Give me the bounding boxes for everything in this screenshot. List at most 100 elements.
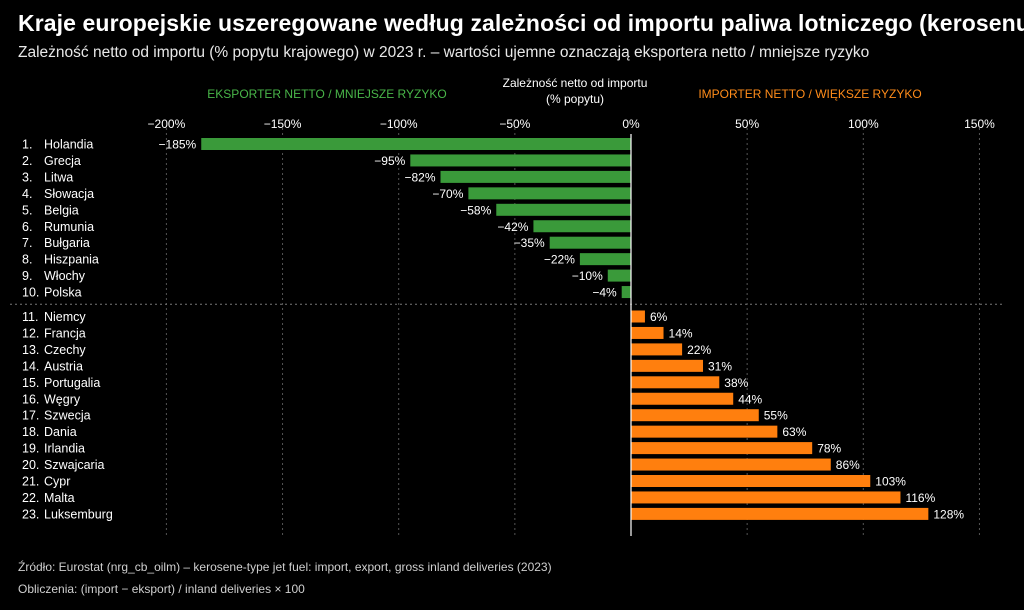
category-rank: 20. [22, 458, 39, 472]
category-label: Hiszpania [44, 253, 99, 267]
bar [631, 359, 704, 372]
value-label: 22% [687, 343, 711, 357]
category-label: Portugalia [44, 376, 100, 390]
category-rank: 9. [22, 269, 32, 283]
calculation-note: Obliczenia: (import − eksport) / inland … [18, 582, 305, 596]
category-rank: 10. [22, 286, 39, 300]
value-label: −58% [460, 203, 491, 217]
bar [631, 409, 759, 422]
category-label: Luksemburg [44, 507, 113, 521]
x-tick-label: 100% [848, 117, 879, 131]
category-label: Malta [44, 491, 75, 505]
category-rank: 7. [22, 236, 32, 250]
importer-annotation: IMPORTER NETTO / WIĘKSZE RYZYKO [698, 87, 921, 101]
bar [631, 376, 720, 389]
value-label: 31% [708, 359, 732, 373]
bar [631, 475, 871, 487]
bar [631, 343, 683, 356]
category-rank: 3. [22, 170, 32, 184]
value-label: 103% [875, 475, 906, 489]
value-label: −10% [572, 269, 603, 283]
category-label: Włochy [44, 269, 86, 283]
x-tick-label: 0% [622, 117, 640, 131]
value-label: 38% [724, 376, 748, 390]
value-label: −35% [514, 236, 545, 250]
category-label: Holandia [44, 138, 93, 152]
bar [631, 425, 778, 438]
bar [496, 203, 631, 216]
x-tick-label: −150% [264, 117, 302, 131]
value-label: 55% [764, 409, 788, 423]
category-rank: 12. [22, 326, 39, 340]
bar [631, 491, 901, 504]
category-label: Bułgaria [44, 236, 90, 250]
bar [201, 138, 631, 150]
category-label: Niemcy [44, 310, 86, 324]
x-axis-label: Zależność netto od importu [503, 76, 648, 90]
value-label: 63% [782, 425, 806, 439]
x-tick-label: −100% [380, 117, 418, 131]
x-tick-label: 150% [964, 117, 995, 131]
value-label: 116% [905, 491, 935, 505]
bar [607, 269, 631, 282]
bar [631, 458, 831, 471]
value-label: 78% [817, 442, 841, 456]
category-rank: 17. [22, 409, 39, 423]
source-note: Źródło: Eurostat (nrg_cb_oilm) – kerosen… [18, 560, 552, 574]
category-label: Austria [44, 359, 83, 373]
value-label: 128% [933, 507, 964, 521]
x-tick-label: −200% [148, 117, 186, 131]
chart-title: Kraje europejskie uszeregowane według za… [18, 10, 1024, 36]
category-label: Grecja [44, 154, 81, 168]
bar [631, 392, 734, 405]
bar [549, 236, 631, 249]
bar [468, 187, 631, 200]
category-label: Belgia [44, 203, 79, 217]
value-label: 14% [669, 326, 693, 340]
bar [631, 507, 929, 520]
bar-chart: EKSPORTER NETTO / MNIEJSZE RYZYKO IMPORTE… [10, 76, 1004, 536]
bar [631, 326, 664, 339]
category-label: Cypr [44, 475, 70, 489]
bar [631, 442, 813, 455]
category-rank: 11. [22, 310, 38, 324]
value-label: 6% [650, 310, 668, 324]
category-label: Szwajcaria [44, 458, 104, 472]
bar [631, 310, 645, 323]
bar [621, 286, 631, 299]
value-label: 44% [738, 392, 762, 406]
category-rank: 13. [22, 343, 39, 357]
bar [410, 154, 631, 167]
category-label: Irlandia [44, 442, 85, 456]
category-rank: 8. [22, 253, 32, 267]
category-label: Węgry [44, 392, 81, 406]
x-tick-label: −50% [499, 117, 530, 131]
category-rank: 22. [22, 491, 39, 505]
value-label: −95% [374, 154, 405, 168]
category-rank: 19. [22, 442, 39, 456]
value-label: −4% [592, 286, 617, 300]
category-rank: 16. [22, 392, 39, 406]
category-label: Rumunia [44, 220, 94, 234]
category-rank: 4. [22, 187, 32, 201]
value-label: −22% [544, 253, 575, 267]
x-axis-label-unit: (% popytu) [546, 92, 604, 106]
category-rank: 21. [22, 475, 39, 489]
bar [440, 170, 631, 183]
category-label: Polska [44, 286, 82, 300]
category-rank: 2. [22, 154, 32, 168]
value-label: −82% [404, 170, 435, 184]
category-label: Czechy [44, 343, 86, 357]
chart-subtitle: Zależność netto od importu (% popytu kra… [18, 44, 870, 61]
category-label: Słowacja [44, 187, 94, 201]
value-label: −185% [159, 138, 197, 152]
category-label: Francja [44, 326, 86, 340]
category-rank: 18. [22, 425, 39, 439]
category-label: Litwa [44, 170, 73, 184]
category-label: Dania [44, 425, 77, 439]
category-label: Szwecja [44, 409, 91, 423]
category-rank: 23. [22, 507, 39, 521]
category-rank: 5. [22, 203, 32, 217]
exporter-annotation: EKSPORTER NETTO / MNIEJSZE RYZYKO [207, 87, 446, 101]
bar [533, 220, 631, 233]
